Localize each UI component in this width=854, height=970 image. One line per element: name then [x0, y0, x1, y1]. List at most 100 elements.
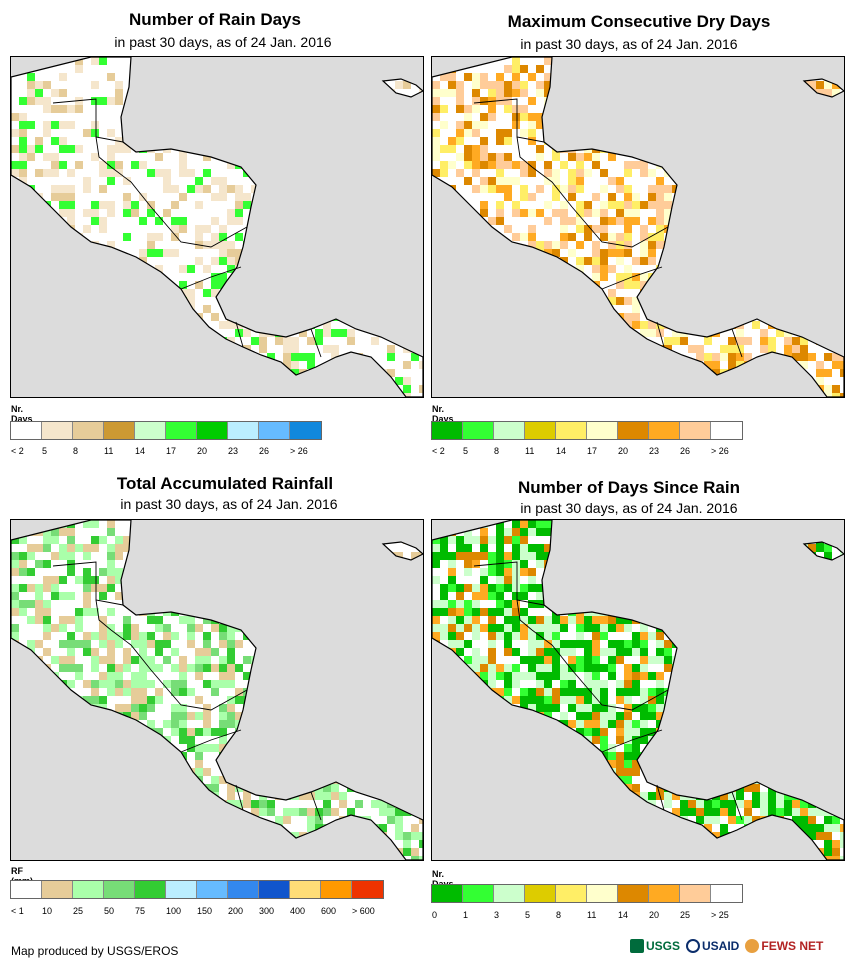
legend-swatch [494, 885, 525, 902]
footer-credit: Map produced by USGS/EROS [11, 944, 179, 958]
map-rain-days [10, 56, 424, 398]
country-border [150, 669, 248, 711]
legend-swatch [618, 422, 649, 439]
country-border [571, 669, 669, 711]
legend-tick-label: 10 [42, 906, 53, 916]
legend-tick-label: 8 [556, 910, 562, 920]
legend-tick-label: 11 [525, 446, 535, 456]
coastline [11, 520, 423, 860]
coastline [802, 78, 844, 98]
country-border [110, 629, 152, 671]
legend-swatch [711, 422, 742, 439]
legend-swatch [494, 422, 525, 439]
legend-tick-label: 14 [618, 910, 629, 920]
legend-tick-label: 1 [463, 910, 469, 920]
legend-tick-label: 150 [197, 906, 213, 916]
legend-tick-label: < 1 [11, 906, 24, 916]
panel-subtitle: in past 30 days, as of 24 Jan. 2016 [114, 34, 332, 50]
legend-swatch [432, 422, 463, 439]
legend-bar [10, 880, 384, 899]
legend-title: Nr. Days [432, 404, 454, 424]
legend-tick-label: 50 [104, 906, 115, 916]
legend-swatch [104, 881, 135, 898]
legend-swatch [73, 422, 104, 439]
country-border [531, 629, 573, 671]
panel-title: Number of Days Since Rain [517, 478, 740, 497]
legend-swatch [432, 885, 463, 902]
coastline [432, 57, 844, 397]
country-border [571, 206, 669, 248]
country-border [235, 784, 244, 811]
map-dry-days [431, 56, 845, 398]
panel-title: Maximum Consecutive Dry Days [507, 12, 771, 31]
legend-swatch [42, 881, 73, 898]
fews-net-logo: FEWS NET [745, 939, 823, 953]
legend-swatch [587, 422, 618, 439]
agency-logos: USGS USAID FEWS NET [630, 934, 846, 958]
country-border [516, 599, 533, 631]
country-border [731, 328, 743, 358]
legend-tick-label: 23 [228, 446, 239, 456]
legend-tick-label: 75 [135, 906, 146, 916]
legend-tick-label: > 26 [290, 446, 308, 456]
fews-net-logo-text: FEWS NET [761, 939, 824, 953]
country-border [110, 166, 152, 208]
legend-bar [431, 421, 743, 440]
country-border [531, 166, 573, 208]
country-border [95, 136, 112, 168]
legend-swatch [587, 885, 618, 902]
legend-swatch [228, 422, 259, 439]
country-border [473, 561, 545, 606]
legend-tick-label: 11 [587, 910, 597, 920]
legend-tick-label: 5 [525, 910, 531, 920]
legend-tick-label: 8 [494, 446, 500, 456]
legend-swatch [290, 422, 321, 439]
legend-tick-label: 3 [494, 910, 500, 920]
panel-title: Number of Rain Days [129, 10, 301, 29]
legend-tick-label: 0 [432, 910, 438, 920]
legend-tick-label: > 25 [711, 910, 729, 920]
legend-swatch [352, 881, 383, 898]
legend-swatch [259, 881, 290, 898]
usaid-seal-icon [686, 939, 701, 953]
legend-swatch [711, 885, 742, 902]
legend-tick-label: 5 [42, 446, 48, 456]
panel-subtitle: in past 30 days, as of 24 Jan. 2016 [120, 496, 338, 512]
central-america-dry-days-map [432, 57, 844, 397]
country-border [95, 599, 112, 631]
country-border [150, 206, 248, 248]
panel-subtitle: in past 30 days, as of 24 Jan. 2016 [520, 36, 738, 52]
legend-tick-label: > 26 [711, 446, 729, 456]
legend-swatch [73, 881, 104, 898]
legend-tick-label: 200 [228, 906, 244, 916]
legend-tick-label: 25 [73, 906, 84, 916]
country-border [235, 321, 244, 348]
legend-swatch [166, 881, 197, 898]
legend-tick-label: 20 [197, 446, 208, 456]
legend-tick-label: 11 [104, 446, 114, 456]
coastline [381, 541, 423, 561]
panel-title: Total Accumulated Rainfall [116, 474, 334, 493]
legend-swatch [11, 422, 42, 439]
country-border [731, 791, 743, 821]
legend-tick-label: 14 [135, 446, 146, 456]
legend-tick-label: 25 [680, 910, 691, 920]
country-border [656, 321, 665, 348]
country-border [516, 136, 533, 168]
legend-tick-label: < 2 [432, 446, 445, 456]
legend-swatch [556, 422, 587, 439]
usgs-logo: USGS [630, 939, 680, 953]
coastline [432, 520, 844, 860]
legend-tick-label: > 600 [352, 906, 375, 916]
country-border [656, 784, 665, 811]
map-days-since-rain [431, 519, 845, 861]
legend-swatch [259, 422, 290, 439]
legend-tick-label: < 2 [11, 446, 24, 456]
land-mass [11, 57, 423, 397]
usgs-logo-text: USGS [646, 939, 681, 953]
legend-swatch [556, 885, 587, 902]
legend-title: Nr. Days [11, 404, 33, 424]
legend-swatch [135, 422, 166, 439]
legend-swatch [11, 881, 42, 898]
legend-tick-label: 5 [463, 446, 469, 456]
